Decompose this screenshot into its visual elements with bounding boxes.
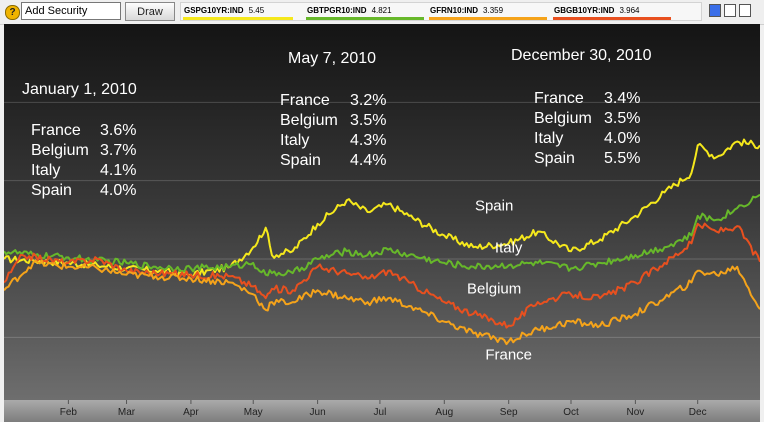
annotation-title: January 1, 2010 bbox=[22, 81, 137, 98]
legend-item[interactable]: GFRN10:IND 3.359 bbox=[429, 3, 547, 20]
annotation-value: 3.7% bbox=[100, 142, 136, 159]
series-name-label: Spain bbox=[475, 197, 513, 214]
series-lines bbox=[4, 138, 760, 346]
annotation-value: 3.5% bbox=[604, 110, 640, 127]
annotation-country: France bbox=[534, 90, 584, 107]
series-name-label: Italy bbox=[495, 240, 523, 257]
legend-value: 5.45 bbox=[248, 6, 265, 15]
legend-ticker: GBTPGR10:IND bbox=[307, 6, 367, 15]
draw-button[interactable]: Draw bbox=[125, 2, 175, 21]
legend-value: 4.821 bbox=[371, 6, 392, 15]
x-tick-label: Sep bbox=[500, 407, 518, 418]
x-tick-label: Nov bbox=[626, 407, 644, 418]
annotation-value: 4.1% bbox=[100, 162, 136, 179]
x-tick-label: Oct bbox=[563, 407, 579, 418]
x-tick-label: Apr bbox=[183, 407, 199, 418]
legend-ticker: GSPG10YR:IND bbox=[184, 6, 244, 15]
series-line bbox=[4, 138, 760, 279]
annotation-country: France bbox=[280, 92, 330, 109]
legend-ticker: GBGB10YR:IND bbox=[554, 6, 615, 15]
series-line bbox=[4, 259, 760, 346]
annotation-value: 3.6% bbox=[100, 122, 136, 139]
series-name-label: France bbox=[485, 346, 532, 363]
toolbar: ? Draw GSPG10YR:IND 5.45 GBTPGR10:IND 4.821… bbox=[0, 0, 764, 25]
help-icon[interactable]: ? bbox=[5, 5, 20, 20]
annotation-country: France bbox=[31, 122, 81, 139]
legend-item[interactable]: GSPG10YR:IND 5.45 bbox=[183, 3, 293, 20]
chart-view-icon[interactable] bbox=[709, 4, 721, 17]
annotation-country: Belgium bbox=[280, 112, 338, 129]
annotation-country: Spain bbox=[280, 152, 321, 169]
grid bbox=[4, 101, 760, 338]
series-name-label: Belgium bbox=[467, 280, 521, 297]
annotation-value: 5.5% bbox=[604, 150, 640, 167]
annotation-value: 3.4% bbox=[604, 90, 640, 107]
annotation-country: Spain bbox=[534, 150, 575, 167]
series-legend: GSPG10YR:IND 5.45 GBTPGR10:IND 4.821 GFRN10:… bbox=[180, 2, 702, 21]
x-tick-label: Feb bbox=[60, 407, 78, 418]
annotation-value: 4.3% bbox=[350, 132, 386, 149]
annotation-country: Italy bbox=[31, 162, 60, 179]
yield-chart: Spain Italy Belgium France January 1, 2010 F… bbox=[4, 24, 760, 422]
x-tick-label: Jul bbox=[374, 407, 387, 418]
annotation-value: 3.5% bbox=[350, 112, 386, 129]
table-view-icon[interactable] bbox=[724, 4, 736, 17]
series-labels: Spain Italy Belgium France bbox=[467, 197, 532, 363]
legend-ticker: GFRN10:IND bbox=[430, 6, 479, 15]
legend-value: 3.964 bbox=[619, 6, 640, 15]
legend-value: 3.359 bbox=[483, 6, 504, 15]
x-tick-label: Aug bbox=[435, 407, 453, 418]
annotations: January 1, 2010 France 3.6% Belgium 3.7% Ital… bbox=[22, 47, 652, 199]
annotation-value: 4.0% bbox=[100, 182, 136, 199]
annotation-value: 4.0% bbox=[604, 130, 640, 147]
plot-background bbox=[4, 24, 760, 400]
x-tick-label: May bbox=[244, 407, 263, 418]
annotation-country: Spain bbox=[31, 182, 72, 199]
x-tick-label: Mar bbox=[118, 407, 136, 418]
annotation-title: May 7, 2010 bbox=[288, 50, 376, 67]
x-axis-bar[interactable] bbox=[4, 400, 760, 422]
x-tick-label: Dec bbox=[689, 407, 707, 418]
annotation-country: Italy bbox=[534, 130, 563, 147]
annotation-country: Belgium bbox=[31, 142, 89, 159]
legend-item[interactable]: GBGB10YR:IND 3.964 bbox=[553, 3, 671, 20]
x-axis: Feb Mar Apr May Jun Jul Aug Sep Oct Nov Dec bbox=[60, 400, 707, 418]
annotation-country: Italy bbox=[280, 132, 309, 149]
annotation-value: 4.4% bbox=[350, 152, 386, 169]
annotation-value: 3.2% bbox=[350, 92, 386, 109]
legend-item[interactable]: GBTPGR10:IND 4.821 bbox=[306, 3, 424, 20]
x-tick-label: Jun bbox=[310, 407, 326, 418]
annotation-country: Belgium bbox=[534, 110, 592, 127]
series-line bbox=[4, 193, 760, 277]
blank-view-icon[interactable] bbox=[739, 4, 751, 17]
annotation-title: December 30, 2010 bbox=[511, 47, 652, 64]
add-security-input[interactable] bbox=[21, 2, 121, 20]
